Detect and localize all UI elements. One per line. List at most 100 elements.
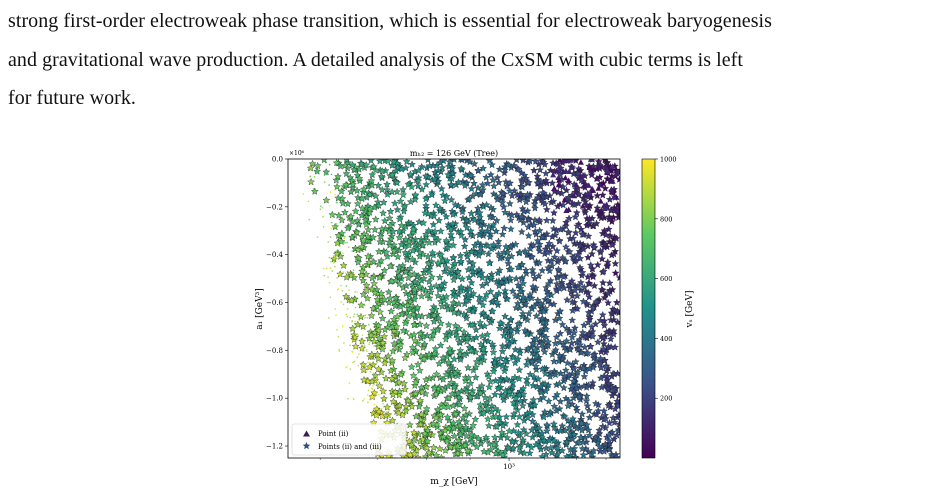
- star-point: [397, 221, 406, 229]
- star-point: [417, 162, 426, 171]
- star-point: [476, 389, 485, 397]
- star-point: [601, 159, 609, 164]
- star-point: [452, 410, 460, 418]
- star-point: [472, 333, 481, 341]
- star-point: [603, 262, 612, 270]
- star-point: [472, 363, 480, 371]
- star-point: [342, 292, 351, 300]
- star-point: [359, 322, 368, 330]
- star-point: [484, 337, 492, 345]
- star-point: [579, 451, 588, 458]
- star-point: [466, 285, 474, 293]
- star-point: [507, 265, 516, 273]
- star-point: [368, 181, 376, 189]
- star-point: [455, 393, 463, 401]
- star-point: [528, 433, 537, 441]
- star-point: [492, 227, 501, 235]
- star-point: [416, 248, 424, 256]
- star-point: [425, 161, 434, 170]
- star-point: [428, 248, 437, 257]
- triangle-point: [556, 177, 563, 183]
- star-point: [529, 241, 538, 249]
- star-point: [483, 398, 491, 406]
- star-point: [515, 412, 524, 421]
- star-point: [583, 221, 591, 229]
- star-point: [460, 351, 469, 359]
- star-point: [511, 373, 519, 381]
- star-point: [538, 266, 547, 274]
- star-point: [337, 187, 346, 195]
- star-point: [555, 379, 564, 388]
- faint-point: [307, 200, 310, 203]
- faint-point: [346, 308, 349, 310]
- star-point: [608, 391, 617, 400]
- star-point: [591, 320, 600, 328]
- star-point: [510, 410, 518, 418]
- star-point: [335, 249, 338, 253]
- legend-triangle-icon: [303, 430, 310, 437]
- star-point: [337, 238, 341, 241]
- star-point: [534, 272, 543, 280]
- triangle-point: [594, 175, 601, 182]
- triangle-point: [580, 172, 587, 178]
- star-point: [584, 426, 593, 434]
- triangle-point: [562, 174, 569, 181]
- star-point: [389, 390, 397, 399]
- star-point: [384, 452, 393, 458]
- star-point: [369, 257, 378, 266]
- star-point: [342, 240, 346, 243]
- star-point: [596, 447, 604, 455]
- star-point: [461, 235, 470, 244]
- star-point: [533, 178, 542, 187]
- star-point: [598, 191, 607, 199]
- star-point: [532, 440, 540, 449]
- star-point: [411, 190, 420, 199]
- star-point: [463, 223, 471, 231]
- faint-point: [349, 344, 351, 347]
- star-point: [580, 283, 589, 291]
- faint-point: [327, 317, 330, 319]
- star-point: [391, 294, 400, 302]
- star-point: [568, 306, 577, 314]
- star-point: [579, 194, 588, 202]
- star-point: [483, 404, 492, 412]
- star-point: [463, 334, 472, 342]
- star-point: [351, 301, 354, 304]
- star-point: [376, 232, 385, 240]
- star-point: [442, 263, 451, 272]
- colorbar-tick-label: 800: [660, 215, 672, 223]
- star-point: [584, 288, 592, 297]
- star-point: [599, 179, 608, 187]
- star-point: [570, 430, 579, 439]
- star-point: [535, 328, 544, 336]
- star-point: [351, 207, 360, 215]
- colorbar: 200 400 600 800 1000 vₛ [GeV]: [641, 156, 695, 459]
- star-point: [423, 290, 432, 299]
- star-point: [467, 247, 476, 256]
- triangle-point: [609, 178, 616, 184]
- star-point: [522, 360, 531, 369]
- colorbar-gradient: [641, 158, 656, 459]
- star-point: [353, 186, 361, 194]
- star-point: [404, 396, 413, 405]
- star-point: [462, 216, 471, 225]
- star-point: [411, 278, 420, 286]
- star-point: [547, 198, 556, 206]
- faint-point: [337, 288, 340, 290]
- star-point: [349, 316, 352, 319]
- star-point: [486, 318, 495, 326]
- faint-point: [334, 189, 336, 191]
- star-point: [352, 315, 355, 318]
- star-point: [596, 354, 605, 362]
- star-point: [607, 166, 616, 175]
- star-point: [395, 263, 403, 271]
- star-point: [577, 278, 585, 286]
- star-point: [359, 263, 367, 271]
- star-point: [367, 323, 371, 326]
- star-point: [578, 410, 587, 418]
- star-point: [430, 311, 439, 319]
- star-point: [609, 250, 618, 258]
- star-point: [517, 169, 526, 177]
- star-point: [349, 180, 357, 188]
- star-point: [518, 260, 527, 269]
